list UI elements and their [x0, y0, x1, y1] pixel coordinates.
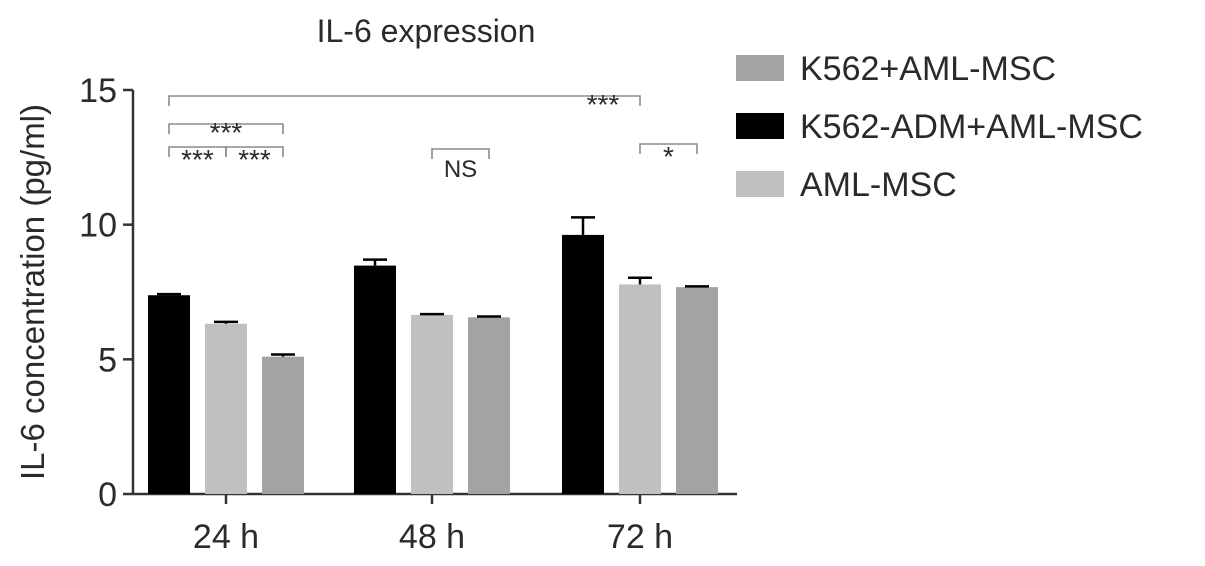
- x-tick-label: 72 h: [607, 518, 673, 556]
- x-tick-label: 24 h: [193, 518, 259, 556]
- bar: [262, 356, 304, 494]
- significance-label: ***: [587, 89, 620, 120]
- bar: [205, 323, 247, 494]
- legend-label: K562+AML-MSC: [800, 50, 1056, 88]
- bar: [148, 295, 190, 494]
- y-tick-label: 15: [79, 72, 117, 110]
- legend-swatch: [736, 55, 784, 81]
- bars: [148, 216, 718, 494]
- legend-swatch: [736, 113, 784, 139]
- significance-annotations: ********* *** NS *: [168, 89, 698, 183]
- significance-bracket: [639, 143, 698, 154]
- legend-label: K562-ADM+AML-MSC: [800, 108, 1143, 146]
- bar: [468, 317, 510, 494]
- significance-label: *: [663, 141, 674, 172]
- x-tick-label: 48 h: [399, 518, 465, 556]
- legend-label: AML-MSC: [800, 166, 957, 204]
- y-axis-title: IL-6 concentration (pg/ml): [14, 104, 51, 480]
- y-tick-label: 10: [79, 207, 117, 245]
- bar: [619, 284, 661, 494]
- axes: 0 5 10 15 24 h 48 h 72 h: [79, 72, 737, 556]
- y-tick-label: 5: [98, 341, 117, 379]
- significance-label: ***: [210, 117, 243, 148]
- significance-bracket: [431, 148, 490, 159]
- bar: [676, 287, 718, 494]
- legend-swatch: [736, 171, 784, 197]
- significance-label: ***: [238, 144, 271, 175]
- bar: [411, 314, 453, 494]
- significance-bracket: [225, 146, 284, 157]
- y-tick-label: 0: [98, 476, 117, 514]
- chart-title: IL-6 expression: [317, 13, 536, 49]
- significance-bracket: [168, 123, 284, 134]
- significance-label: NS: [444, 156, 477, 183]
- significance-label: ***: [181, 144, 214, 175]
- bar: [562, 234, 604, 494]
- significance-bracket: [168, 95, 641, 106]
- legend: K562+AML-MSC K562-ADM+AML-MSC AML-MSC: [736, 50, 1143, 204]
- bar: [354, 265, 396, 494]
